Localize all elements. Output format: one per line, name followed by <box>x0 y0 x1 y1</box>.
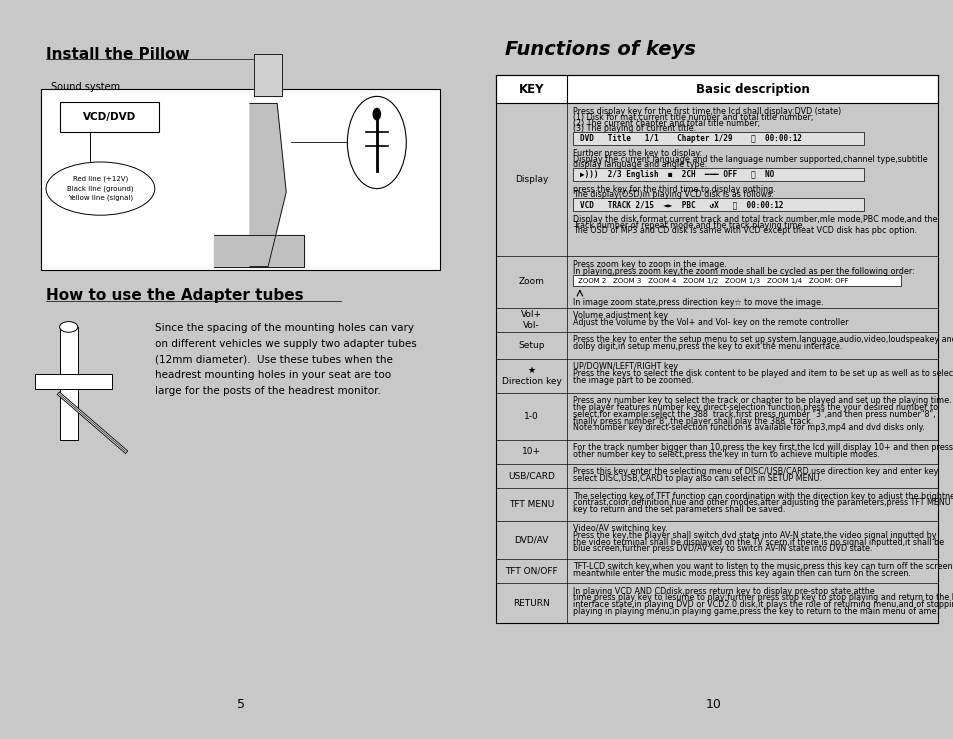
Text: TFT ON/OFF: TFT ON/OFF <box>505 567 558 576</box>
Text: Press the keys to select the disk content to be played and item to be set up as : Press the keys to select the disk conten… <box>573 370 953 378</box>
Polygon shape <box>213 235 304 267</box>
Text: The OSD of MP3 and CD disk is same with VCD except theat VCD disk has pbc option: The OSD of MP3 and CD disk is same with … <box>573 226 916 235</box>
Text: Display the disk format,current track and total track number,mle mode,PBC mode,a: Display the disk format,current track an… <box>573 215 937 224</box>
Text: Functions of keys: Functions of keys <box>504 40 695 58</box>
Text: the image part to be zoomed.: the image part to be zoomed. <box>573 376 693 385</box>
Text: the player features number key direct-selection function,press the your desired : the player features number key direct-se… <box>573 403 937 412</box>
Text: The display(OSD)in playing VCD disk is as follows:: The display(OSD)in playing VCD disk is a… <box>573 191 773 200</box>
Text: Adjust the volume by the Vol+ and Vol- key on the remote controller: Adjust the volume by the Vol+ and Vol- k… <box>573 318 847 327</box>
Text: Note:number key direct-selection function is available for mp3,mp4 and dvd disks: Note:number key direct-selection functio… <box>573 423 923 432</box>
FancyBboxPatch shape <box>34 374 112 389</box>
FancyBboxPatch shape <box>496 75 937 103</box>
Text: TFT MENU: TFT MENU <box>508 500 554 508</box>
Text: key to return and the set parameters shall be saved.: key to return and the set parameters sha… <box>573 505 784 514</box>
Text: 1-0: 1-0 <box>523 412 538 420</box>
Text: Video/AV switching key.: Video/AV switching key. <box>573 524 667 533</box>
Text: Zoom: Zoom <box>518 277 544 287</box>
Text: USB/CARD: USB/CARD <box>508 471 555 480</box>
Text: Press display key for the first time,the lcd shall display:DVD (state): Press display key for the first time,the… <box>573 107 841 116</box>
Text: (1) Disk for mat,current title number and total title number;: (1) Disk for mat,current title number an… <box>573 113 813 122</box>
Text: ZOOM 2   ZOOM 3   ZOOM 4   ZOOM 1/2   ZOOM 1/3   ZOOM 1/4   ZOOM: OFF: ZOOM 2 ZOOM 3 ZOOM 4 ZOOM 1/2 ZOOM 1/3 Z… <box>577 278 847 284</box>
Text: meantwhile enter the music mode,press this key again then can turn on the screen: meantwhile enter the music mode,press th… <box>573 569 910 578</box>
Text: other number key to select,press the key in turn to achieve multiple modes.: other number key to select,press the key… <box>573 450 879 459</box>
Text: Vol+
Vol-: Vol+ Vol- <box>520 310 541 330</box>
Text: In image zoom state,press direction key☆ to move the image.: In image zoom state,press direction key☆… <box>573 298 822 307</box>
Text: Press this key enter the selecting menu of DISC/USB/CARD,use direction key and e: Press this key enter the selecting menu … <box>573 467 938 477</box>
Text: select DISC,USB,CARD to play also can select in SETUP MENU.: select DISC,USB,CARD to play also can se… <box>573 474 821 483</box>
Text: DVD/AV: DVD/AV <box>514 535 548 544</box>
Text: In playing,press zoom key,the zoom mode shall be cycled as per the following ord: In playing,press zoom key,the zoom mode … <box>573 268 914 276</box>
Text: In playing VCD AND CDdisk,press return key to display pre-stop state,atthe: In playing VCD AND CDdisk,press return k… <box>573 587 874 596</box>
Text: contrast,color,definition,hue and other modes,after adjusting the parameters,pre: contrast,color,definition,hue and other … <box>573 498 950 507</box>
Polygon shape <box>254 54 281 96</box>
Text: Volume adjustment key: Volume adjustment key <box>573 311 667 320</box>
Text: 10: 10 <box>704 698 720 712</box>
FancyBboxPatch shape <box>41 89 439 270</box>
Text: TFT-LCD switch key,when you want to listen to the music,press this key can turn : TFT-LCD switch key,when you want to list… <box>573 562 951 571</box>
Text: Install the Pillow: Install the Pillow <box>46 47 190 61</box>
Text: finally press number"8",the player shall play the 388  track.: finally press number"8",the player shall… <box>573 417 813 426</box>
FancyBboxPatch shape <box>59 102 159 132</box>
Text: Press zoom key to zoom in the image.: Press zoom key to zoom in the image. <box>573 259 726 268</box>
Polygon shape <box>250 103 286 267</box>
Ellipse shape <box>59 321 77 333</box>
Text: display language and angle type.: display language and angle type. <box>573 160 706 169</box>
Text: 10+: 10+ <box>521 447 540 456</box>
Text: ★
Direction key: ★ Direction key <box>501 366 561 386</box>
Text: The selecting key of TFT function can coordination with the direction key to adj: The selecting key of TFT function can co… <box>573 491 953 500</box>
Text: Since the spacing of the mounting holes can vary
on different vehicles we supply: Since the spacing of the mounting holes … <box>154 324 416 396</box>
Text: Track number of repeat mode,and the track playing time.: Track number of repeat mode,and the trac… <box>573 220 804 230</box>
Text: RETURN: RETURN <box>513 599 549 607</box>
Text: How to use the Adapter tubes: How to use the Adapter tubes <box>46 288 303 303</box>
Text: VCD/DVD: VCD/DVD <box>83 112 136 122</box>
Text: select,for example:select the 388  track,first press number "3",and then press n: select,for example:select the 388 track,… <box>573 410 935 419</box>
Text: KEY: KEY <box>518 83 544 96</box>
Text: blue screen,further press DVD/AV key to switch AV-IN state into DVD state.: blue screen,further press DVD/AV key to … <box>573 545 871 554</box>
Text: Setup: Setup <box>517 341 544 350</box>
Text: UP/DOWN/LEFT/RIGHT key: UP/DOWN/LEFT/RIGHT key <box>573 362 678 372</box>
Text: time press play key to lesume to play;further press stop key to stop playing and: time press play key to lesume to play;fu… <box>573 593 953 602</box>
Text: Red line (+12V)
Black line (ground)
Yellow line (signal): Red line (+12V) Black line (ground) Yell… <box>67 176 133 201</box>
FancyBboxPatch shape <box>573 132 863 145</box>
Text: Sound system: Sound system <box>51 82 119 92</box>
Text: dolby digit,in setup menu,press the key to exit the menu interface.: dolby digit,in setup menu,press the key … <box>573 342 841 351</box>
Text: (3) The playing of current title.: (3) The playing of current title. <box>573 124 696 134</box>
Text: Press the key to enter the setup menu to set up system,language,audio,video,loud: Press the key to enter the setup menu to… <box>573 336 953 344</box>
Ellipse shape <box>46 162 154 215</box>
Text: Display: Display <box>515 175 548 184</box>
Text: Basic description: Basic description <box>695 83 808 96</box>
Text: VCD   TRACK 2/15  ◄►  PBC   ↺X   ⌚  00:00:12: VCD TRACK 2/15 ◄► PBC ↺X ⌚ 00:00:12 <box>579 200 782 209</box>
Text: Further press the key to display:: Further press the key to display: <box>573 149 701 157</box>
Text: interface state,in playing DVD or VCD2.0 disk,it plays the role of returning men: interface state,in playing DVD or VCD2.0… <box>573 600 953 609</box>
Text: For the track number bigger than 10,press the key first,the lcd will display 10+: For the track number bigger than 10,pres… <box>573 443 952 452</box>
Circle shape <box>373 109 380 120</box>
FancyBboxPatch shape <box>59 327 77 440</box>
Text: Display the current language and the language number supported,channel type,subt: Display the current language and the lan… <box>573 154 926 163</box>
Circle shape <box>347 96 406 188</box>
Text: playing in playing menu,in playing game,press the key to return to the main menu: playing in playing menu,in playing game,… <box>573 607 938 616</box>
Text: press the key for the third time to display nothing.: press the key for the third time to disp… <box>573 185 775 194</box>
FancyBboxPatch shape <box>573 275 901 287</box>
FancyBboxPatch shape <box>573 168 863 181</box>
Text: 5: 5 <box>236 698 245 712</box>
Text: Press any number key to select the track or chapter to be played and set up the : Press any number key to select the track… <box>573 396 950 406</box>
Text: the video terminal shall be displayed on the TV scern,if there is no signal inpu: the video terminal shall be displayed on… <box>573 538 943 547</box>
FancyBboxPatch shape <box>573 198 863 211</box>
Text: Press the key,the player shall switch dvd state into AV-N state,the video signal: Press the key,the player shall switch dv… <box>573 531 936 540</box>
Text: ▶)))  2/3 English  ◼  2CH  ━━━ OFF   ⎙  NO: ▶))) 2/3 English ◼ 2CH ━━━ OFF ⎙ NO <box>579 170 773 179</box>
Text: (2) The current chapter and total title number;: (2) The current chapter and total title … <box>573 119 760 128</box>
Text: DVD   Title   1/1    Chapter 1/29    ⌚  00:00:12: DVD Title 1/1 Chapter 1/29 ⌚ 00:00:12 <box>579 134 801 143</box>
